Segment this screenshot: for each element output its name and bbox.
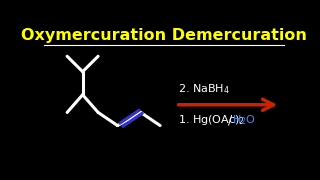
Text: 2. NaBH$_4$: 2. NaBH$_4$ — [178, 82, 230, 96]
Text: H$_2$O: H$_2$O — [232, 113, 256, 127]
Text: Oxymercuration Demercuration: Oxymercuration Demercuration — [21, 28, 307, 43]
Text: /: / — [228, 114, 232, 127]
Text: 1. Hg(OAc)$_2$: 1. Hg(OAc)$_2$ — [178, 113, 245, 127]
